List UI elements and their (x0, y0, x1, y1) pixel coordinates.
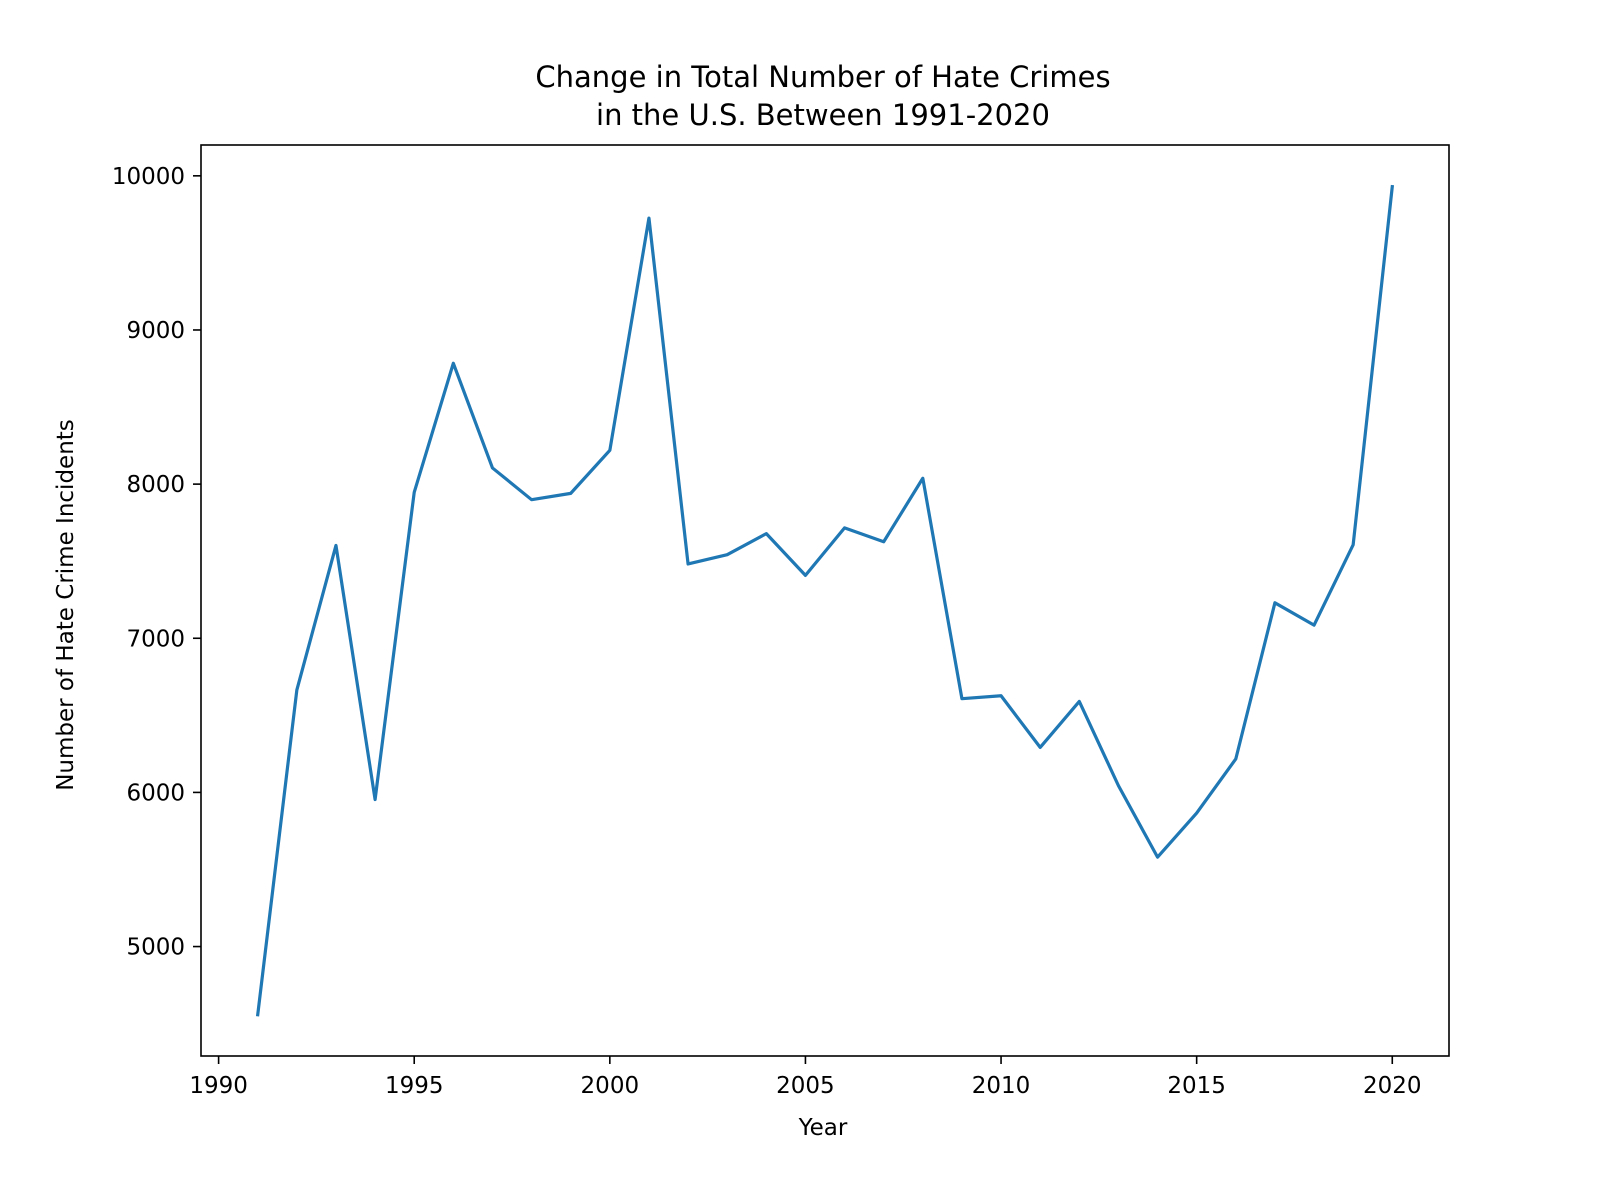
y-tick-label: 5000 (126, 935, 185, 961)
chart-title-line-1: Change in Total Number of Hate Crimes (535, 60, 1110, 94)
y-tick-label: 9000 (126, 318, 185, 344)
x-tick-label: 2005 (776, 1073, 835, 1099)
plot-area (200, 144, 1450, 1057)
chart-title: Change in Total Number of Hate Crimes in… (535, 60, 1110, 132)
y-tick-label: 6000 (126, 780, 185, 806)
x-tick-label: 2015 (1167, 1073, 1226, 1099)
y-tick-label: 10000 (112, 164, 185, 190)
x-axis-ticks: 1990 1995 2000 2005 2010 2015 2020 (189, 1056, 1422, 1099)
x-tick-label: 2000 (581, 1073, 640, 1099)
y-axis-label: Number of Hate Crime Incidents (53, 419, 79, 791)
x-tick-label: 1995 (385, 1073, 444, 1099)
y-tick-label: 7000 (126, 626, 185, 652)
x-tick-label: 1990 (189, 1073, 248, 1099)
x-axis-label: Year (798, 1115, 848, 1141)
x-tick-label: 2020 (1363, 1073, 1422, 1099)
series-line-0 (255, 184, 1395, 1017)
y-axis-ticks: 5000 6000 7000 8000 9000 10000 (112, 164, 201, 961)
chart-title-line-2: in the U.S. Between 1991-2020 (596, 98, 1050, 132)
plot-frame (200, 144, 1450, 1057)
x-tick-label: 2010 (972, 1073, 1031, 1099)
y-tick-label: 8000 (126, 472, 185, 498)
